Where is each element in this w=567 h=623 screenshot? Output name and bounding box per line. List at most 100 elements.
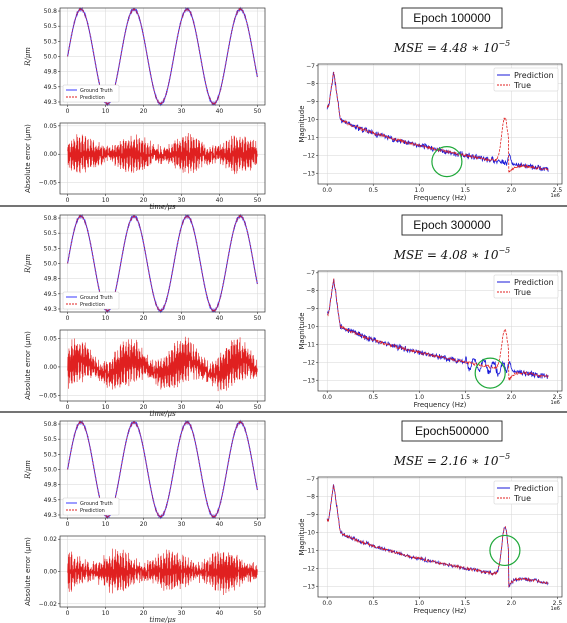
- y-axis-label: R/μm: [24, 47, 32, 67]
- legend-box: [62, 291, 120, 310]
- x-tick-label: 10: [102, 197, 110, 204]
- y-tick-label: −10: [302, 324, 315, 331]
- true-spectrum-line: [326, 484, 549, 588]
- y-tick-label: −9: [306, 99, 315, 106]
- y-tick-label: −0.02: [39, 601, 58, 608]
- y-tick-label: 0.00: [44, 569, 58, 576]
- y-tick-label: 49.8: [44, 276, 58, 283]
- y-tick-label: 50.3: [44, 451, 58, 458]
- plot-frame: [59, 122, 266, 195]
- mse-label: MSE = 4.08 ∗ 10−5: [393, 246, 511, 262]
- epoch-title: Epoch 100000: [413, 11, 491, 25]
- x-offset-text: 1e6: [551, 400, 560, 406]
- x-tick-label: 20: [140, 197, 148, 204]
- y-tick-label: −13: [302, 170, 315, 177]
- x-tick-label: 10: [102, 108, 110, 115]
- x-tick-label: 1.5: [461, 394, 471, 401]
- mse-value: MSE = 4.48 ∗ 10: [393, 41, 499, 55]
- plot-frame: [317, 63, 563, 185]
- epoch-title-box: [401, 7, 503, 29]
- x-tick-label: 10: [102, 404, 110, 411]
- x-tick-label: 2.0: [507, 187, 517, 194]
- y-tick-label: 50.3: [44, 245, 58, 252]
- x-tick-label: 20: [140, 108, 148, 115]
- spectrum-panel-row-2: Epoch500000 MSE = 2.16 ∗ 10−5 0.0 0.5 1.0 1.5…: [298, 420, 563, 615]
- y-tick-label: 50.8: [44, 215, 58, 222]
- x-tick-label: 0: [66, 108, 70, 115]
- legend-label-ground-truth: Ground Truth: [80, 501, 113, 507]
- highlight-circle: [474, 357, 506, 389]
- y-tick-label: −0.05: [39, 392, 58, 399]
- x-offset-text: 1e6: [551, 193, 560, 199]
- y-tick-label: 49.5: [44, 84, 58, 91]
- prediction-line: [67, 420, 258, 519]
- prediction-spectrum-line: [327, 278, 549, 379]
- y-tick-label: 49.5: [44, 291, 58, 298]
- y-tick-label: 50.0: [44, 54, 58, 61]
- legend-label-ground-truth: Ground Truth: [80, 295, 113, 301]
- plot-frame: [317, 476, 563, 598]
- legend-label-prediction: Prediction: [514, 71, 554, 80]
- legend-label-true: True: [513, 81, 531, 90]
- true-spectrum-line: [326, 72, 549, 174]
- y-tick-label: −8: [306, 288, 315, 295]
- x-tick-label: 1.5: [461, 600, 471, 607]
- y-axis-label: Magnitude: [298, 105, 306, 142]
- mse-exponent: −5: [498, 39, 510, 48]
- y-tick-label: 0.05: [44, 123, 58, 130]
- legend-label-true: True: [513, 494, 531, 503]
- x-axis-label: Frequency (Hz): [414, 607, 467, 615]
- y-tick-label: −7: [306, 63, 315, 70]
- highlight-circle: [489, 534, 521, 567]
- spectrum-panel-row-0: Epoch 100000 MSE = 4.48 ∗ 10−5 0.0 0.5 1.0 1.…: [298, 7, 563, 202]
- y-tick-label: 0.00: [44, 151, 58, 158]
- x-tick-label: 50: [254, 610, 262, 617]
- y-tick-label: −9: [306, 512, 315, 519]
- y-tick-label: 50.0: [44, 467, 58, 474]
- x-tick-label: 2.0: [507, 394, 517, 401]
- mse-value: MSE = 2.16 ∗ 10: [393, 454, 499, 468]
- x-tick-label: 2.0: [507, 600, 517, 607]
- x-tick-label: 0: [66, 610, 70, 617]
- mse-exponent: −5: [498, 246, 510, 255]
- legend-label-prediction: Prediction: [80, 95, 105, 101]
- x-tick-label: 1.0: [415, 187, 425, 194]
- y-axis-label: Magnitude: [298, 518, 306, 555]
- y-tick-label: −8: [306, 81, 315, 88]
- x-tick-label: 40: [216, 197, 224, 204]
- x-tick-label: 0.5: [368, 187, 378, 194]
- y-axis-label: Absolute error (μm): [24, 124, 32, 193]
- time-panel-row-1: 0 10 20 30 40 50 49.3 49.5 49.8 50.0 50.3 50.5 50.8 R…: [24, 213, 266, 322]
- y-tick-label: −13: [302, 377, 315, 384]
- x-axis-label: time/μs: [149, 616, 176, 623]
- x-tick-label: 40: [216, 610, 224, 617]
- legend-label-prediction: Prediction: [80, 508, 105, 514]
- y-tick-label: −12: [302, 565, 315, 572]
- x-tick-label: 2.5: [553, 600, 563, 607]
- x-tick-label: 10: [102, 315, 110, 322]
- y-tick-label: −7: [306, 476, 315, 483]
- highlight-circle: [431, 146, 463, 178]
- y-tick-label: 49.3: [44, 512, 58, 519]
- x-tick-label: 2.5: [553, 187, 563, 194]
- x-tick-label: 10: [102, 521, 110, 528]
- y-tick-label: 50.8: [44, 421, 58, 428]
- y-tick-label: 49.3: [44, 306, 58, 313]
- x-tick-label: 40: [216, 521, 224, 528]
- y-axis-label: Magnitude: [298, 312, 306, 349]
- x-tick-label: 20: [140, 610, 148, 617]
- y-axis-label: R/μm: [24, 460, 32, 480]
- legend-box: [62, 84, 120, 103]
- y-tick-label: 49.8: [44, 69, 58, 76]
- x-axis-label: Frequency (Hz): [414, 194, 467, 202]
- absolute-error-line: [67, 336, 258, 392]
- y-tick-label: −10: [302, 117, 315, 124]
- x-tick-label: 20: [140, 315, 148, 322]
- x-tick-label: 1.0: [415, 394, 425, 401]
- y-tick-label: 50.3: [44, 38, 58, 45]
- x-tick-label: 30: [178, 404, 186, 411]
- error-panel-row-0: 0 10 20 30 40 50 −0.05 0.00 0.05 Absolute error (…: [24, 122, 266, 211]
- x-tick-label: 30: [178, 108, 186, 115]
- y-tick-label: 50.0: [44, 261, 58, 268]
